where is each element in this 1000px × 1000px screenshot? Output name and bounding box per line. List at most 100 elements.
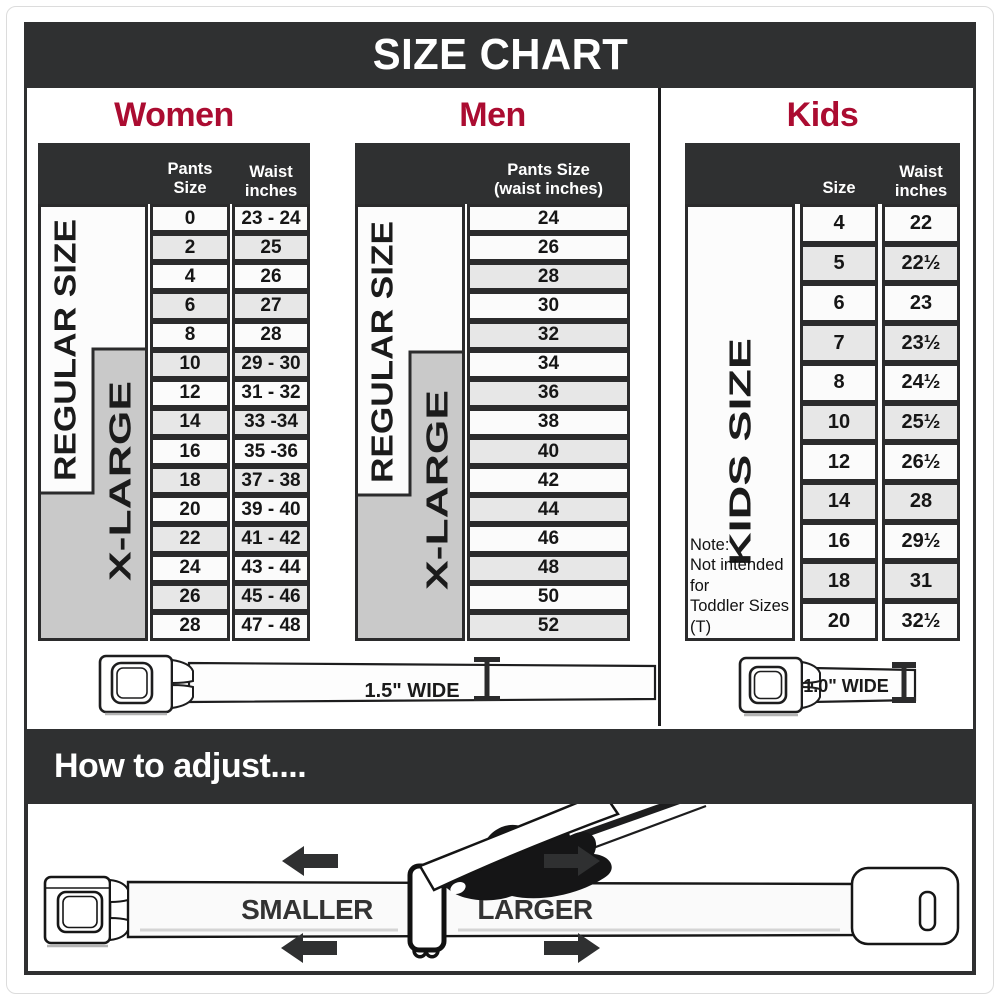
waist-cell: 32½ [882,601,960,641]
waist-cell: 31 - 32 [232,378,310,408]
waist-cell: 23 - 24 [232,204,310,234]
pants-size-cell: 16 [150,437,230,467]
size-cell: 10 [800,402,878,443]
direction-arrows [281,846,600,963]
pants-size-cell: 40 [467,437,630,467]
table-row: 20 39 - 40 [150,495,310,525]
pants-size-cell: 0 [150,204,230,234]
title-banner: SIZE CHART [24,22,976,88]
pants-size-cell: 14 [150,407,230,437]
width-measure-icon [892,662,916,703]
table-row: 44 [467,495,630,525]
pants-size-cell: 24 [150,553,230,583]
women-size-group-graphic: REGULAR SIZE X-LARGE [38,204,148,641]
pants-size-cell: 32 [467,320,630,350]
kids-size-table: Size Waist inches KIDS SIZE Note: Not in… [685,143,960,641]
pants-size-cell: 44 [467,495,630,525]
outer-frame [6,6,994,994]
men-col-pants-size: Pants Size (waist inches) [493,161,604,198]
pants-size-cell: 18 [150,466,230,496]
table-row: 52 [467,611,630,641]
table-row: 36 [467,378,630,408]
arrow-left-bottom [281,933,337,963]
pants-size-cell: 26 [150,582,230,612]
kids-rows: 4 22 5 22½ 6 23 7 23½ 8 24½ 10 25½ [800,204,960,641]
size-cell: 12 [800,442,878,483]
men-regular-size-label: REGULAR SIZE [365,221,400,483]
women-heading: Women [114,96,234,134]
table-row: 14 33 -34 [150,407,310,437]
size-cell: 18 [800,561,878,602]
size-cell: 8 [800,362,878,403]
table-row: 16 35 -36 [150,437,310,467]
table-row: 28 47 - 48 [150,611,310,641]
table-row: 0 23 - 24 [150,204,310,234]
waist-cell: 41 - 42 [232,524,310,554]
waist-cell: 47 - 48 [232,611,310,641]
waist-cell: 45 - 46 [232,582,310,612]
waist-cell: 26 [232,262,310,292]
pants-size-cell: 4 [150,262,230,292]
women-col-waist: Waist inches [244,163,298,200]
table-row: 48 [467,553,630,583]
larger-label: LARGER [477,894,593,925]
waist-cell: 29 - 30 [232,349,310,379]
women-table-body: REGULAR SIZE X-LARGE 0 23 - 24 2 25 4 26… [38,204,310,641]
waist-cell: 27 [232,291,310,321]
page-title: SIZE CHART [372,30,628,79]
waist-cell: 35 -36 [232,437,310,467]
pants-size-cell: 8 [150,320,230,350]
table-row: 40 [467,437,630,467]
pants-size-cell: 20 [150,495,230,525]
table-row: 38 [467,407,630,437]
adjust-illustration-panel: SMALLER LARGER [24,790,976,975]
pants-size-cell: 30 [467,291,630,321]
men-rows: 24 26 28 30 32 34 36 38 40 42 [467,204,630,641]
pants-size-cell: 38 [467,407,630,437]
kids-heading: Kids [786,96,859,134]
pants-size-cell: 2 [150,233,230,263]
table-row: 2 25 [150,233,310,263]
size-cell: 4 [800,204,878,244]
table-row: 4 26 [150,262,310,292]
kids-size-group-graphic: KIDS SIZE [685,204,795,641]
width-measure-icon [474,657,500,701]
smaller-label: SMALLER [241,894,373,925]
table-row: 34 [467,349,630,379]
pants-size-cell: 34 [467,349,630,379]
size-cell: 20 [800,601,878,641]
waist-cell: 33 -34 [232,407,310,437]
pants-size-cell: 22 [150,524,230,554]
table-row: 4 22 [800,204,960,244]
women-rows: 0 23 - 24 2 25 4 26 6 27 8 28 10 29 - 30 [150,204,310,641]
kids-col-waist: Waist inches [894,163,948,200]
pants-size-cell: 10 [150,349,230,379]
waist-cell: 24½ [882,362,960,403]
waist-cell: 39 - 40 [232,495,310,525]
table-row: 10 25½ [800,402,960,443]
men-size-group-graphic: REGULAR SIZE X-LARGE [355,204,465,641]
waist-cell: 28 [232,320,310,350]
kids-size-label: KIDS SIZE [723,338,758,566]
table-row: 5 22½ [800,243,960,284]
pants-size-cell: 28 [150,611,230,641]
table-row: 6 27 [150,291,310,321]
table-row: 32 [467,320,630,350]
pants-size-cell: 42 [467,466,630,496]
men-size-table: Pants Size (waist inches) REGULAR SIZE X… [355,143,630,641]
table-row: 46 [467,524,630,554]
pants-size-cell: 28 [467,262,630,292]
pants-size-cell: 46 [467,524,630,554]
waist-cell: 23 [882,283,960,324]
kids-belt-illustration: 1.0" WIDE [738,656,917,717]
kids-belt-width-label: 1.0" WIDE [803,676,889,696]
adjust-heading: How to adjust.... [54,746,307,785]
table-row: 7 23½ [800,323,960,363]
pants-size-cell: 52 [467,611,630,641]
section-divider [658,88,661,726]
arrow-right-top [544,846,600,876]
women-table-header: Pants Size Waist inches [38,143,310,204]
index-finger [418,790,620,892]
kids-col-size: Size [822,178,856,197]
